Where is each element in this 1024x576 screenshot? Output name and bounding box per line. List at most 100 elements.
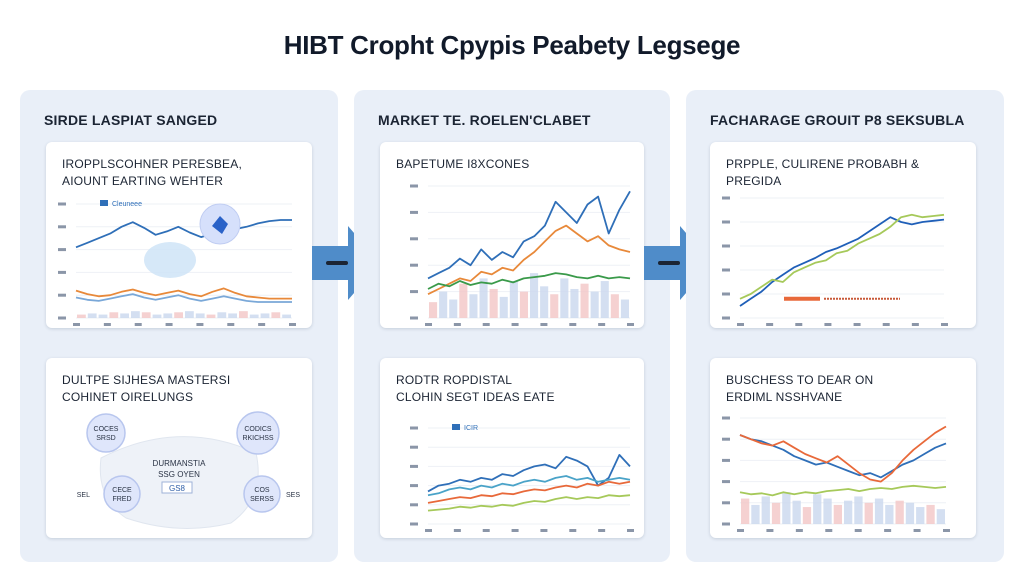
volume-bar bbox=[509, 281, 518, 318]
svg-text:CODICS: CODICS bbox=[244, 426, 272, 433]
y-tick-mark bbox=[722, 480, 730, 484]
y-tick-mark bbox=[410, 464, 418, 468]
y-tick-mark bbox=[58, 202, 66, 206]
column-middle: MARKET TE. ROELEN'CLABET BAPETUME I8XCON… bbox=[354, 90, 670, 562]
x-tick-mark bbox=[425, 529, 432, 532]
volume-bar bbox=[905, 502, 915, 524]
hub-badge bbox=[161, 481, 193, 494]
series-line bbox=[427, 224, 631, 296]
x-tick-mark bbox=[227, 323, 235, 326]
y-tick-mark bbox=[410, 290, 418, 294]
series-line bbox=[739, 213, 945, 300]
x-tick-mark bbox=[824, 323, 832, 326]
volume-bar bbox=[206, 314, 216, 318]
series-line bbox=[427, 475, 631, 497]
volume-bar bbox=[885, 504, 894, 524]
volume-bar bbox=[926, 504, 935, 524]
side-label: SES bbox=[286, 492, 300, 499]
x-tick-mark bbox=[737, 529, 744, 532]
series-line bbox=[739, 216, 945, 307]
y-tick-mark bbox=[722, 268, 730, 272]
volume-bar bbox=[560, 278, 569, 318]
network-node: COCES SRSD bbox=[86, 413, 126, 453]
y-tick-mark bbox=[58, 248, 66, 252]
volume-bar bbox=[271, 312, 281, 318]
series-line bbox=[739, 484, 947, 497]
x-tick-mark bbox=[766, 323, 774, 326]
chart-card: IROPPLSCOHNER PERESBEA, AIOUNT EARTING W… bbox=[46, 142, 312, 328]
x-tick-mark bbox=[165, 323, 173, 326]
volume-bar bbox=[239, 311, 248, 318]
svg-text:CECE: CECE bbox=[112, 487, 132, 494]
svg-text:SRSD: SRSD bbox=[96, 435, 115, 442]
volume-bar bbox=[570, 288, 579, 318]
legend-label: Cleuneee bbox=[112, 201, 142, 208]
series-line bbox=[75, 287, 292, 300]
volume-bar bbox=[610, 294, 619, 318]
volume-bar bbox=[895, 500, 904, 524]
x-tick-mark bbox=[882, 323, 890, 326]
hub-label: DURMANSTIA bbox=[153, 459, 207, 468]
x-tick-mark bbox=[569, 529, 577, 532]
card-title: PRPPLE, CULIRENE PROBABH & PREGIDA bbox=[726, 157, 920, 188]
hub-label: SSG OYEN bbox=[158, 470, 200, 479]
y-tick-mark bbox=[410, 263, 418, 267]
series-line bbox=[739, 434, 947, 479]
volume-bar bbox=[741, 498, 750, 524]
x-tick-mark bbox=[795, 323, 803, 326]
network-node: CODICS RKICHSS bbox=[236, 411, 280, 455]
series-line bbox=[427, 480, 631, 504]
line-chart bbox=[722, 196, 948, 326]
series-line bbox=[75, 293, 292, 303]
volume-bar bbox=[98, 314, 108, 318]
x-tick-mark bbox=[482, 323, 490, 326]
card-title: DULTPE SIJHESA MASTERSI COHINET OIRELUNG… bbox=[62, 373, 231, 404]
volume-bar bbox=[185, 311, 194, 318]
line-chart: Cleuneee bbox=[58, 200, 296, 326]
card-title: IROPPLSCOHNER PERESBEA, AIOUNT EARTING W… bbox=[62, 157, 242, 188]
volume-bar bbox=[864, 502, 873, 524]
chart-card: PRPPLE, CULIRENE PROBABH & PREGIDA bbox=[710, 142, 976, 328]
svg-text:FRED: FRED bbox=[112, 496, 131, 503]
y-tick-mark bbox=[58, 293, 66, 297]
volume-bar bbox=[469, 294, 478, 318]
y-tick-mark bbox=[722, 416, 730, 420]
highlight-bubble bbox=[144, 242, 196, 278]
y-tick-mark bbox=[722, 196, 730, 200]
volume-bar bbox=[152, 314, 162, 318]
volume-bar bbox=[916, 507, 925, 524]
column-title: SIRDE LASPIAT SANGED bbox=[44, 112, 218, 128]
network-node: CECE FRED bbox=[103, 475, 141, 513]
svg-text:COCES: COCES bbox=[94, 426, 119, 433]
x-tick-mark bbox=[540, 529, 548, 532]
y-tick-mark bbox=[722, 437, 730, 441]
x-tick-mark bbox=[289, 323, 296, 326]
svg-text:RKICHSS: RKICHSS bbox=[242, 435, 273, 442]
volume-bar bbox=[540, 286, 549, 318]
volume-bar bbox=[590, 291, 599, 318]
y-tick-mark bbox=[722, 292, 730, 296]
network-node: COS SERSS bbox=[243, 475, 281, 513]
y-tick-mark bbox=[410, 445, 418, 449]
volume-bar bbox=[580, 283, 589, 318]
volume-bar bbox=[620, 299, 629, 318]
svg-text:COS: COS bbox=[254, 487, 270, 494]
card-title: BAPETUME I8XCONES bbox=[396, 157, 530, 171]
x-tick-mark bbox=[766, 529, 774, 532]
y-tick-mark bbox=[410, 316, 418, 320]
volume-bar bbox=[813, 494, 822, 524]
network-diagram: DURMANSTIA SSG OYEN GS8 COCES SRSD CODIC… bbox=[77, 411, 300, 529]
x-tick-mark bbox=[943, 529, 950, 532]
y-tick-mark bbox=[722, 220, 730, 224]
legend-swatch bbox=[100, 200, 108, 206]
y-tick-mark bbox=[58, 316, 66, 320]
volume-bar bbox=[249, 314, 259, 318]
volume-bar bbox=[282, 314, 291, 318]
volume-bar bbox=[174, 312, 183, 318]
column-title: MARKET TE. ROELEN'CLABET bbox=[378, 112, 591, 128]
x-tick-mark bbox=[569, 323, 577, 326]
volume-bar bbox=[751, 504, 760, 524]
y-tick-mark bbox=[410, 210, 418, 214]
volume-bar bbox=[600, 281, 609, 318]
volume-bar bbox=[833, 504, 842, 524]
